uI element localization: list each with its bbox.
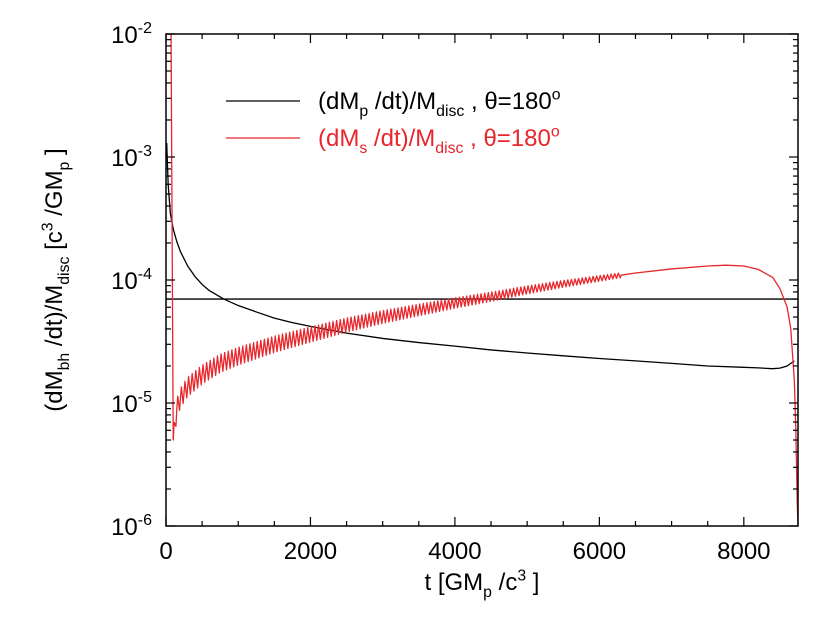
label-part: /dt)/M [368,88,436,115]
legend: (dMp /dt)/Mdisc , θ=180o(dMs /dt)/Mdisc … [226,86,561,157]
x-tick-label: 2000 [284,538,337,565]
y-tick-label: 10-4 [111,266,152,295]
x-tick-labels: 0 2000 4000 6000 8000 [159,538,770,565]
label-part: /c [492,569,517,596]
label-part: bh [56,353,73,371]
x-tick-label: 6000 [573,538,626,565]
label-part: /GM [41,170,68,222]
label-part: 3 [517,567,526,584]
series-line-1 [166,142,795,370]
tick-base: 10 [111,268,138,295]
x-tick-label: 0 [159,538,172,565]
label-part: disc [435,140,463,157]
tick-exponent: -5 [138,389,152,406]
tick-exponent: -6 [138,512,152,529]
series-line-2 [166,34,798,526]
x-axis-title: t [GMp /c3 ] [425,567,540,601]
label-part: p [483,584,492,601]
y-axis-title: (dMbh /dt)/Mdisc [c3 /GMp ] [39,148,73,411]
label-part: ] [41,148,68,161]
tick-base: 10 [111,22,138,49]
label-part: o [552,86,561,103]
label-part: (dM [318,125,359,152]
y-tick-label: 10-3 [111,143,152,172]
y-tick-labels: 10-610-510-410-310-2 [111,20,152,541]
axis-ticks [165,33,798,527]
tick-exponent: -4 [138,266,152,283]
label-part: o [551,123,560,140]
label-part: (dM [41,370,68,411]
label-part: disc [56,257,73,285]
x-tick-label: 8000 [717,538,770,565]
label-part: p [56,161,73,170]
label-part: ] [526,569,539,596]
x-tick-label: 4000 [428,538,481,565]
tick-exponent: -2 [138,20,152,37]
label-part: , θ=180 [464,88,551,115]
tick-base: 10 [111,514,138,541]
label-part: t [GM [425,569,484,596]
label-part: s [359,140,367,157]
label-part: 3 [39,222,56,231]
label-part: /dt)/M [367,125,435,152]
tick-exponent: -3 [138,143,152,160]
legend-label-2: (dMs /dt)/Mdisc , θ=180o [318,123,560,157]
label-part: disc [436,103,464,120]
label-part: (dM [318,88,359,115]
label-part: /dt)/M [41,285,68,353]
tick-base: 10 [111,391,138,418]
plot-area [166,34,798,526]
legend-label-1: (dMp /dt)/Mdisc , θ=180o [318,86,561,120]
label-part: [c [41,231,68,256]
y-tick-label: 10-2 [111,20,152,49]
label-part: p [359,103,368,120]
tick-base: 10 [111,145,138,172]
y-tick-label: 10-6 [111,512,152,541]
label-part: , θ=180 [463,125,550,152]
y-tick-label: 10-5 [111,389,152,418]
